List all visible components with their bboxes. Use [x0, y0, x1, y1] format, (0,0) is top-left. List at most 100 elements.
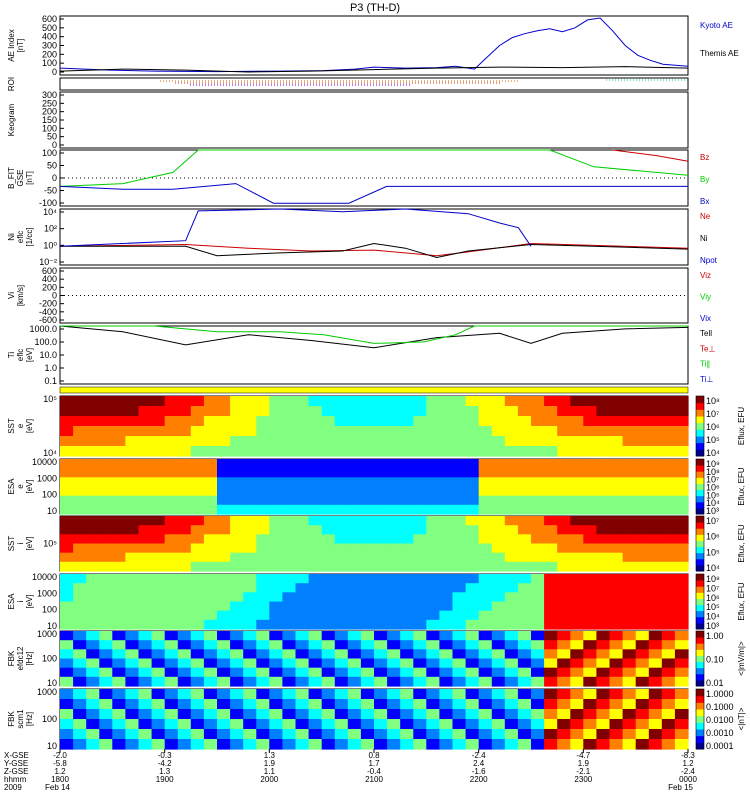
- esa_i-cell: [491, 610, 506, 621]
- esa_i-cell: [517, 592, 532, 603]
- keogram-ytick: 200: [42, 107, 57, 117]
- esa_i-cell: [164, 610, 179, 621]
- density-ylabel: [1/cc]: [25, 227, 34, 246]
- sst_e-colorbar-tick: 10⁵: [706, 435, 720, 445]
- fbk_e-cell: [596, 631, 611, 641]
- sst_i-cell: [387, 525, 401, 535]
- fbk_b-cell: [99, 739, 113, 750]
- fbk_b-cell: [570, 689, 584, 700]
- sst_i-cell: [177, 534, 192, 545]
- fbk_e-cell: [73, 676, 87, 687]
- esa_i-cell: [164, 619, 179, 630]
- temperature-ylabel: Ti: [7, 352, 16, 359]
- sst_i-cell: [452, 561, 467, 572]
- fbk_b-cell: [360, 719, 375, 730]
- sst_i-cell: [164, 525, 179, 535]
- sst_e-cell: [374, 446, 388, 457]
- sst_i-cell: [439, 534, 454, 545]
- x-axis-cell: 1.1: [264, 767, 276, 776]
- sst_i-cell: [203, 516, 218, 526]
- esa_e-cell: [177, 486, 192, 497]
- sst_i-cell: [413, 561, 427, 572]
- esa_e-cell: [544, 504, 558, 515]
- sst_e-cell: [321, 436, 336, 447]
- esa_i-cell: [465, 601, 480, 612]
- esa_e-cell: [504, 504, 519, 515]
- sst_i-cell: [86, 561, 100, 572]
- fbk_b-cell: [256, 689, 270, 700]
- sst_i-cell: [531, 552, 545, 563]
- sst_i-cell: [544, 525, 558, 535]
- sst_e-cell: [125, 436, 140, 447]
- sst_e-cell: [400, 426, 414, 437]
- fbk_b-cell: [151, 719, 166, 730]
- fbk_b-panel: FBK scm1 [Hz]1000100101.00000.10000.01000.…: [7, 687, 746, 751]
- sst_e-cell: [596, 396, 611, 407]
- esa_e-cell: [609, 477, 624, 488]
- fbk_b-cell: [504, 709, 519, 720]
- esa_e-cell: [413, 495, 427, 506]
- sst_e-cell: [674, 426, 689, 437]
- fbk_b-cell: [609, 739, 624, 750]
- sst_e-cell: [177, 396, 192, 407]
- fbk_b-cell: [334, 719, 349, 730]
- esa_e-cell: [596, 504, 611, 515]
- sst_i-cell: [517, 552, 532, 563]
- sst_e-cell: [269, 416, 283, 427]
- fbk_e-panel: FBK efdc12 [Hz]1000100101.000.100.01<|mV/m…: [7, 629, 746, 688]
- fbk_b-cell: [596, 739, 611, 750]
- fbk_e-cell: [347, 667, 362, 678]
- esa_i-cell: [609, 583, 624, 593]
- esa_e-cell: [295, 495, 310, 506]
- sst_e-cell: [557, 396, 571, 407]
- sst_e-cell: [609, 406, 624, 417]
- fbk_b-cell: [151, 739, 166, 750]
- fbk_e-cell: [321, 649, 336, 660]
- x-axis-cell: -1.6: [472, 767, 486, 776]
- esa_e-colorbar-tick: 10⁴: [706, 498, 720, 508]
- fbk_b-colorbar-segment: [696, 742, 704, 750]
- sst_i-cell: [491, 543, 506, 554]
- fbk_b-cell: [531, 709, 545, 720]
- fbk_e-cell: [73, 667, 87, 678]
- esa_e-cell: [413, 504, 427, 515]
- fbk_b-cell: [635, 699, 650, 710]
- esa_i-cell: [125, 619, 140, 630]
- fbk_b-cell: [190, 729, 205, 740]
- sst_e-cell: [334, 426, 349, 437]
- sst_i-cell: [465, 525, 480, 535]
- fbk_b-cell: [544, 709, 558, 720]
- fbk_e-cell: [413, 640, 427, 650]
- fbk_e-cell: [295, 640, 310, 650]
- fbk_e-cell: [269, 640, 283, 650]
- sst_e-cell: [504, 426, 519, 437]
- fbk_e-cell: [557, 631, 571, 641]
- esa_i-cell: [661, 619, 676, 630]
- sst_e-cell: [452, 436, 467, 447]
- esa_e-cell: [360, 477, 375, 488]
- esa_i-cell: [491, 601, 506, 612]
- esa_i-cell: [230, 601, 244, 612]
- sst_i-ylabel: SST: [7, 536, 16, 552]
- esa_e-cell: [243, 477, 257, 488]
- sst_i-cell: [439, 561, 454, 572]
- bfield-legend-entry: Bx: [700, 197, 709, 206]
- sst_e-cell: [622, 416, 637, 427]
- fbk_e-cell: [531, 640, 545, 650]
- esa_i-cell: [334, 583, 349, 593]
- esa_e-cell: [73, 468, 87, 478]
- fbk_b-cell: [557, 699, 571, 710]
- fbk_b-cell: [439, 739, 454, 750]
- sst_e-cell: [596, 436, 611, 447]
- esa_i-cell: [321, 574, 336, 584]
- sst_i-cell: [465, 552, 480, 563]
- esa_i-cell: [217, 583, 231, 593]
- sst_i-cell: [674, 516, 689, 526]
- fbk_b-ytick: 10: [47, 741, 57, 751]
- sst_i-cell: [413, 534, 427, 545]
- esa_i-cell: [256, 592, 270, 603]
- fbk_b-cell: [452, 739, 467, 750]
- fbk_b-cell: [674, 739, 689, 750]
- x-axis-table: X-GSEY-GSEZ-GSEhhmm2009-2.0-5.81.21800Fe…: [4, 749, 697, 792]
